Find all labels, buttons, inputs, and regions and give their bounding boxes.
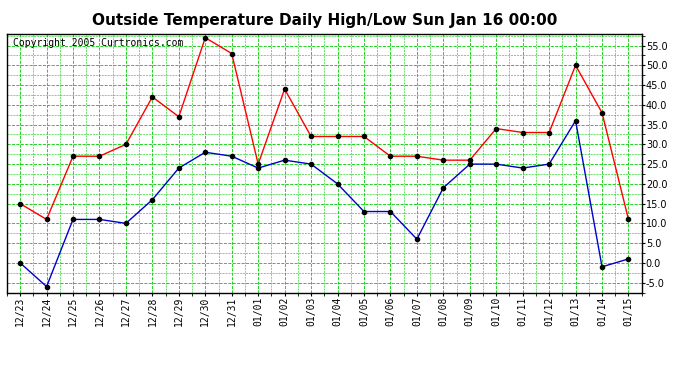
Text: Copyright 2005 Curtronics.com: Copyright 2005 Curtronics.com bbox=[13, 38, 184, 48]
Text: Outside Temperature Daily High/Low Sun Jan 16 00:00: Outside Temperature Daily High/Low Sun J… bbox=[92, 13, 557, 28]
